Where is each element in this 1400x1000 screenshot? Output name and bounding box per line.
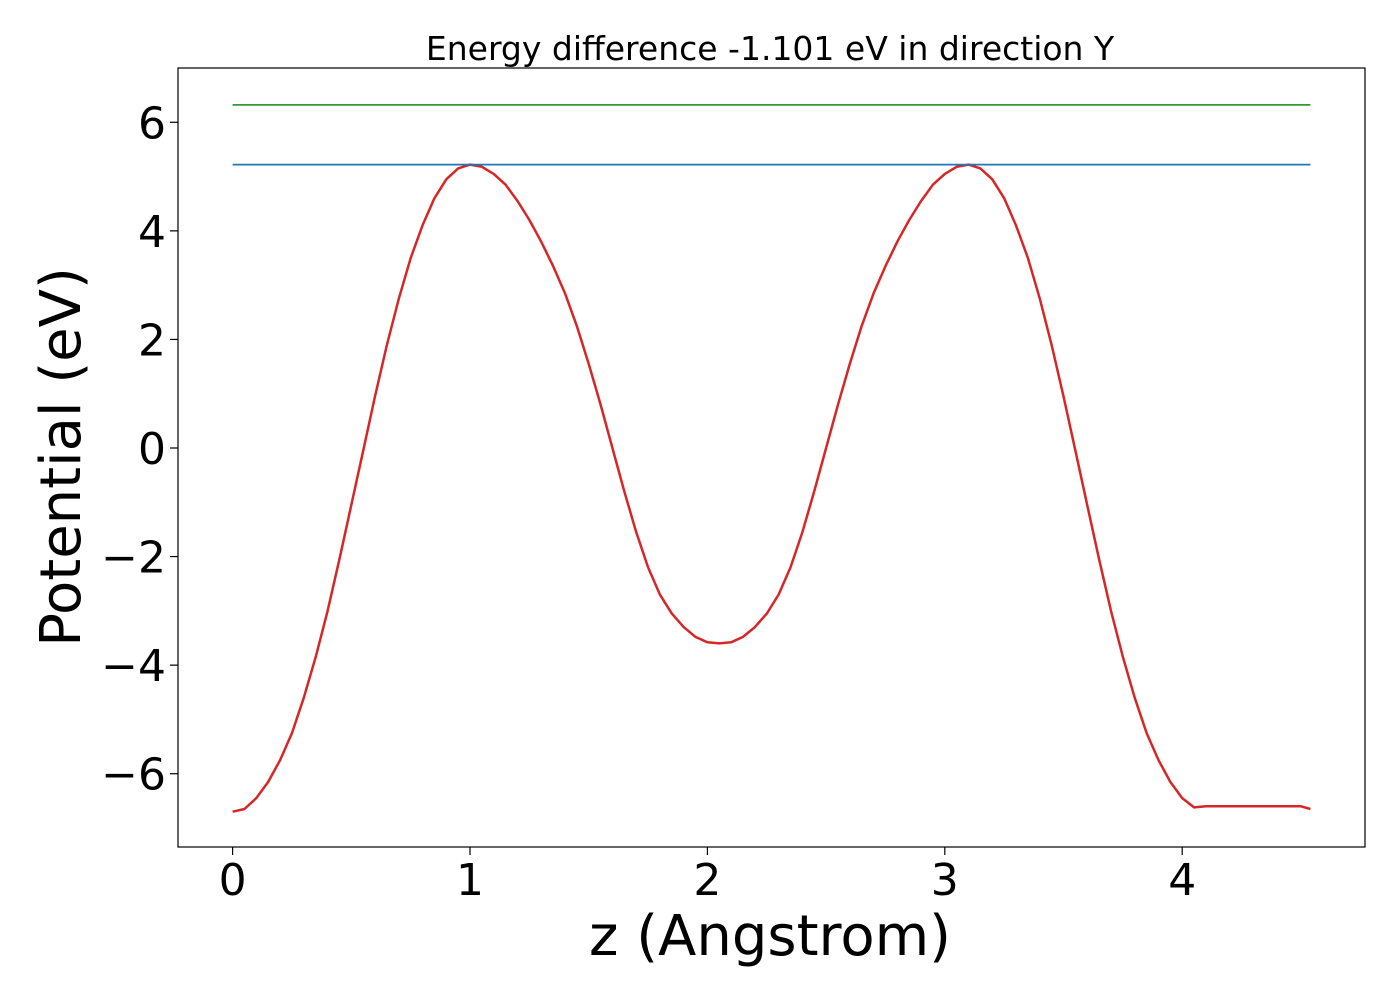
y-tick-label: 2 [138,315,166,366]
y-tick-label: −2 [101,533,166,584]
x-tick-label: 4 [1168,855,1196,906]
chart-title: Energy difference -1.101 eV in direction… [426,29,1115,68]
x-tick-label: 1 [456,855,484,906]
potential-curve [232,163,1311,813]
x-tick-label: 0 [219,855,247,906]
x-axis: 0 1 2 3 4 [219,847,1196,906]
plot-frame [177,67,1366,848]
y-tick-label: −6 [101,750,166,801]
x-axis-label: z (Angstrom) [589,904,951,969]
series-layer [232,104,1311,813]
y-axis-label: Potential (eV) [29,267,94,647]
y-tick-label: −4 [101,641,166,692]
x-tick-label: 3 [931,855,959,906]
y-axis: −6 −4 −2 0 2 4 6 [101,98,178,801]
y-tick-label: 4 [138,207,166,258]
y-tick-label: 6 [138,98,166,149]
y-tick-label: 0 [138,424,166,475]
x-tick-label: 2 [693,855,721,906]
